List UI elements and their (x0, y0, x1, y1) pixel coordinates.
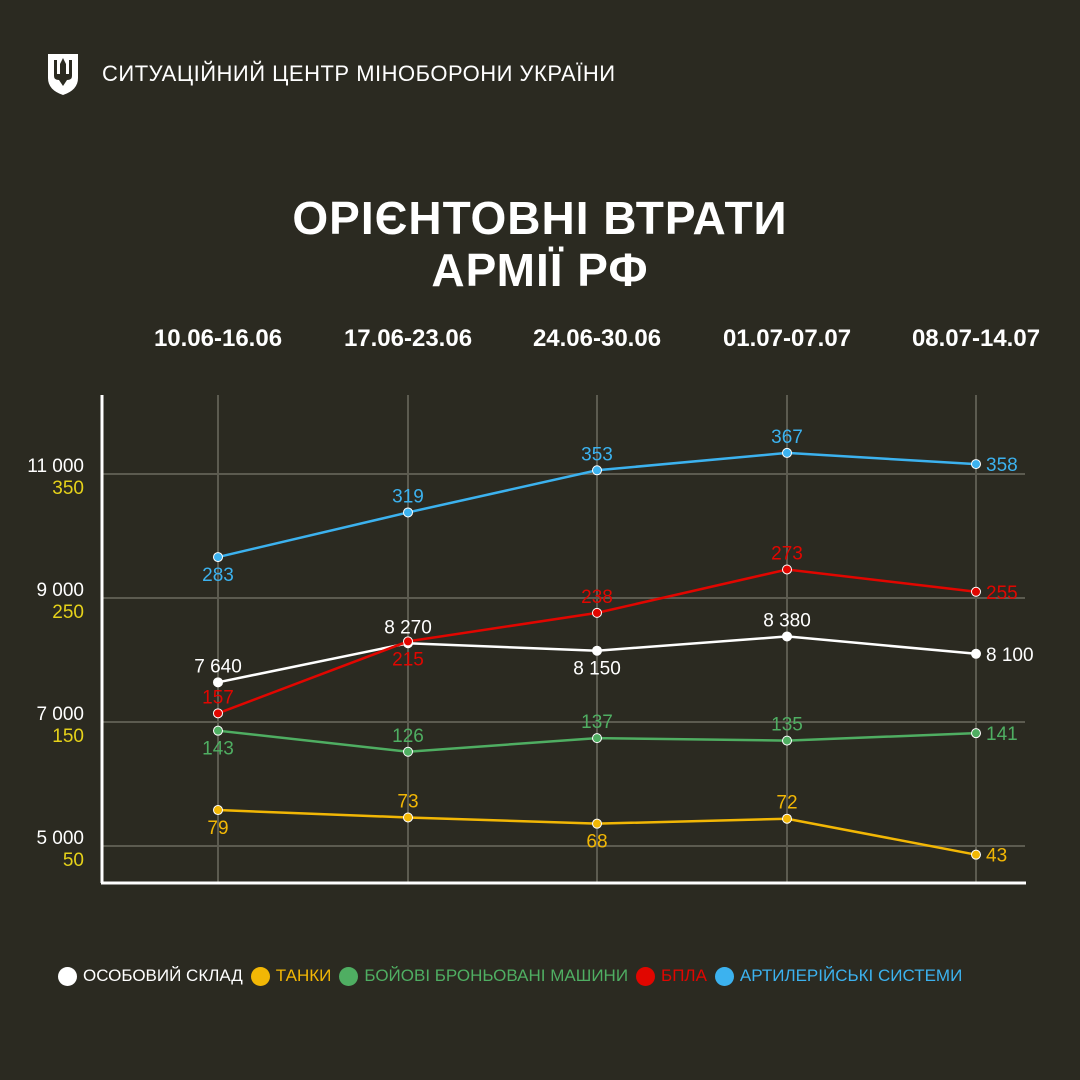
data-label: 7 640 (194, 656, 242, 677)
x-tick-label: 17.06-23.06 (344, 325, 472, 352)
data-point (971, 648, 981, 659)
y-tick-label-secondary: 150 (52, 726, 84, 747)
y-tick-label-secondary: 50 (63, 850, 84, 871)
data-point (782, 735, 792, 746)
data-label: 367 (771, 427, 803, 448)
data-point (782, 447, 792, 458)
y-tick-label-secondary: 250 (52, 602, 84, 623)
legend-item: ТАНКИ (250, 966, 332, 986)
data-label: 353 (581, 444, 613, 465)
data-label: 8 150 (573, 659, 621, 680)
x-tick-label: 08.07-14.07 (912, 325, 1040, 352)
legend-item: БПЛА (636, 966, 707, 986)
header-title: СИТУАЦІЙНИЙ ЦЕНТР МІНОБОРОНИ УКРАЇНИ (102, 61, 616, 86)
data-label: 8 100 (986, 645, 1034, 666)
data-label: 135 (771, 715, 803, 736)
legend-dot-icon (636, 966, 656, 986)
x-tick-label: 10.06-16.06 (154, 325, 282, 352)
data-point (592, 733, 602, 744)
y-tick-label-secondary: 350 (52, 478, 84, 499)
chart-title-line-2: АРМІЇ РФ (431, 244, 649, 296)
data-label: 141 (986, 724, 1018, 745)
legend-dot-icon (339, 966, 359, 986)
data-point (971, 849, 981, 860)
data-label: 143 (202, 739, 234, 760)
legend-label: ТАНКИ (275, 966, 332, 985)
data-point (592, 818, 602, 829)
data-label: 137 (581, 712, 613, 733)
data-point (213, 725, 223, 736)
legend-dot-icon (250, 966, 270, 986)
data-label: 319 (392, 486, 424, 507)
data-point (782, 564, 792, 575)
data-label: 8 270 (384, 617, 432, 638)
data-point (403, 507, 413, 518)
legend-label: БПЛА (661, 966, 707, 985)
legend-dot-icon (58, 966, 77, 986)
legend: ОСОБОВИЙ СКЛАД ТАНКИ БОЙОВІ БРОНЬОВАНІ МАШ… (58, 966, 970, 986)
data-label: 73 (397, 791, 418, 812)
data-point (971, 586, 981, 597)
legend-label: БОЙОВІ БРОНЬОВАНІ МАШИНИ (364, 966, 629, 985)
data-point (592, 645, 602, 656)
y-tick-label-primary: 5 000 (36, 828, 84, 849)
data-point (403, 812, 413, 823)
legend-label: АРТИЛЕРІЙСЬКІ СИСТЕМИ (739, 966, 963, 985)
data-point (213, 552, 223, 563)
trident-shield-icon (48, 54, 78, 95)
data-label: 283 (202, 565, 234, 586)
data-label: 255 (986, 583, 1018, 604)
header: СИТУАЦІЙНИЙ ЦЕНТР МІНОБОРОНИ УКРАЇНИ (46, 52, 616, 96)
data-label: 126 (392, 726, 424, 747)
data-label: 273 (771, 543, 803, 564)
data-point (403, 636, 413, 647)
chart-title: ОРІЄНТОВНІ ВТРАТИ АРМІЇ РФ (0, 192, 1080, 296)
data-point (213, 708, 223, 719)
data-label: 68 (586, 832, 607, 853)
data-label: 157 (202, 687, 234, 708)
data-point (592, 465, 602, 476)
legend-item: БОЙОВІ БРОНЬОВАНІ МАШИНИ (339, 966, 628, 986)
data-point (213, 677, 223, 688)
data-label: 8 380 (763, 610, 811, 631)
data-point (782, 813, 792, 824)
y-tick-label-primary: 9 000 (36, 580, 84, 601)
data-point (592, 607, 602, 618)
data-point (213, 805, 223, 816)
data-point (971, 459, 981, 470)
data-label: 238 (581, 587, 613, 608)
y-tick-label-primary: 11 000 (27, 456, 84, 477)
legend-item: ОСОБОВИЙ СКЛАД (58, 966, 243, 986)
data-point (403, 746, 413, 757)
data-point (971, 728, 981, 739)
chart-title-line-1: ОРІЄНТОВНІ ВТРАТИ (292, 192, 788, 244)
x-tick-label: 24.06-30.06 (533, 325, 661, 352)
data-label: 43 (986, 846, 1007, 867)
data-label: 358 (986, 455, 1018, 476)
data-label: 72 (776, 793, 797, 814)
x-tick-label: 01.07-07.07 (723, 325, 851, 352)
legend-item: АРТИЛЕРІЙСЬКІ СИСТЕМИ (714, 966, 963, 986)
data-label: 79 (207, 818, 228, 839)
data-point (782, 631, 792, 642)
legend-label: ОСОБОВИЙ СКЛАД (83, 966, 243, 985)
data-label: 215 (392, 649, 424, 670)
legend-dot-icon (714, 966, 734, 986)
y-tick-label-primary: 7 000 (36, 704, 84, 725)
